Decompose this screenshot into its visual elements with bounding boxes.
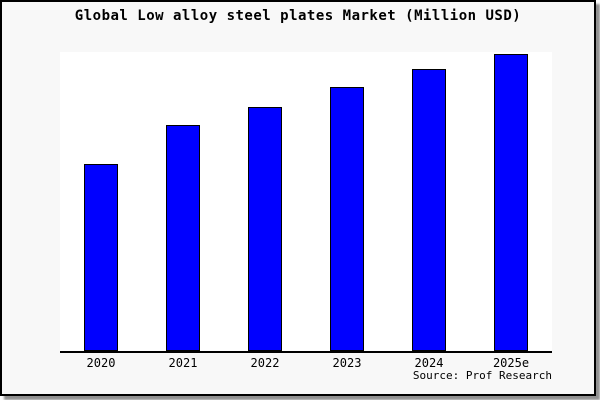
x-tick-label-2024: 2024 <box>414 356 444 370</box>
bar-2021 <box>166 125 200 351</box>
x-tick-label-2022: 2022 <box>250 356 280 370</box>
x-tick-label-2020: 2020 <box>86 356 116 370</box>
x-axis-tick-labels: 2020 2021 2022 2023 2024 2025e <box>60 356 552 372</box>
x-tick-label-2021: 2021 <box>168 356 198 370</box>
chart-title: Global Low alloy steel plates Market (Mi… <box>74 8 522 24</box>
bar-2023 <box>330 87 364 351</box>
bar-2022 <box>248 107 282 351</box>
x-tick-label-2023: 2023 <box>332 356 362 370</box>
source-credit: Source: Prof Research <box>412 369 552 382</box>
bar-2025e <box>494 54 528 351</box>
bar-2024 <box>412 69 446 351</box>
x-tick-label-2025e: 2025e <box>492 356 530 370</box>
bar-2020 <box>84 164 118 351</box>
plot-area <box>60 52 552 353</box>
